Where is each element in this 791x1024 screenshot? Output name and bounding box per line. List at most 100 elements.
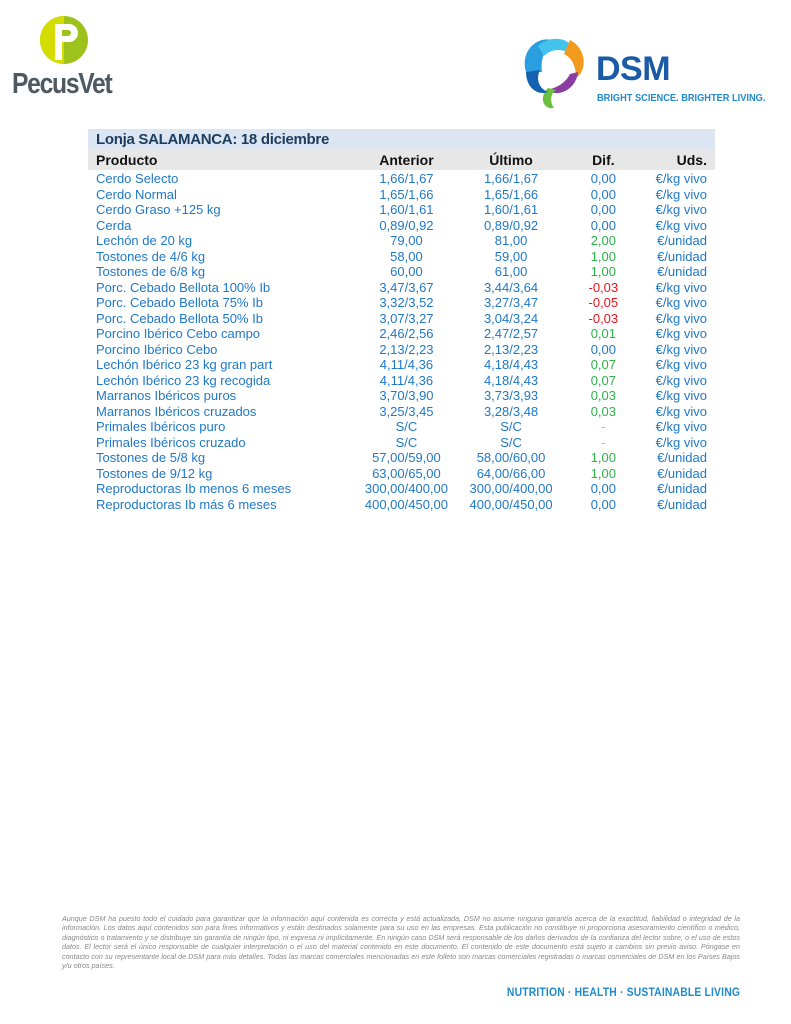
- cell-producto: Marranos Ibéricos puros: [96, 388, 237, 404]
- cell-producto: Primales Ibéricos puro: [96, 419, 226, 435]
- footer-tagline: NUTRITION · HEALTH · SUSTAINABLE LIVING: [506, 987, 740, 999]
- price-table: Lonja SALAMANCA: 18 diciembre Producto A…: [88, 129, 715, 512]
- cell-uds: €/kg vivo: [655, 217, 707, 233]
- table-row: Reproductoras Ib menos 6 meses 300,00/400…: [88, 481, 715, 497]
- cell-producto: Tostones de 5/8 kg: [96, 450, 206, 466]
- cell-anterior: 4,11/4,36: [379, 372, 434, 388]
- table-row: Tostones de 9/12 kg 63,00/65,00 64,00/66,0…: [88, 466, 715, 482]
- cell-anterior: 63,00/65,00: [372, 465, 441, 481]
- cell-uds: €/kg vivo: [655, 171, 707, 187]
- table-row: Porcino Ibérico Cebo 2,13/2,23 2,13/2,23 0,…: [88, 342, 715, 358]
- dsm-tagline: BRIGHT SCIENCE. BRIGHTER LIVING.: [597, 92, 766, 104]
- cell-uds: €/kg vivo: [655, 279, 707, 295]
- cell-uds: €/kg vivo: [655, 419, 707, 435]
- cell-uds: €/unidad: [657, 465, 707, 481]
- cell-dif: 0,00: [590, 202, 616, 218]
- cell-uds: €/unidad: [657, 481, 707, 497]
- cell-producto: Lechón Ibérico 23 kg gran part: [96, 357, 273, 373]
- cell-ultimo: 3,27/3,47: [483, 295, 539, 311]
- cell-ultimo: 3,28/3,48: [483, 403, 539, 419]
- cell-producto: Lechón de 20 kg: [96, 233, 193, 249]
- cell-ultimo: 400,00/450,00: [469, 496, 553, 512]
- cell-uds: €/kg vivo: [655, 202, 707, 218]
- cell-dif: 0,00: [590, 186, 616, 202]
- cell-dif: 0,00: [590, 496, 616, 512]
- cell-ultimo: 4,18/4,43: [483, 357, 539, 373]
- cell-anterior: S/C: [395, 434, 418, 450]
- table-row: Tostones de 6/8 kg 60,00 61,00 1,00 €/unidad: [88, 264, 715, 280]
- cell-ultimo: 3,04/3,24: [483, 310, 539, 326]
- cell-anterior: 300,00/400,00: [364, 481, 448, 497]
- cell-uds: €/kg vivo: [655, 434, 707, 450]
- cell-ultimo: 2,13/2,23: [483, 341, 539, 357]
- cell-anterior: 2,46/2,56: [379, 326, 434, 342]
- cell-dif: -0,03: [588, 279, 619, 295]
- table-title: Lonja SALAMANCA: 18 diciembre: [88, 129, 715, 150]
- cell-ultimo: 2,47/2,57: [483, 326, 539, 342]
- cell-anterior: 4,11/4,36: [379, 357, 434, 373]
- cell-producto: Primales Ibéricos cruzado: [96, 434, 246, 450]
- cell-anterior: 3,70/3,90: [379, 388, 434, 404]
- cell-dif: 1,00: [590, 264, 616, 280]
- cell-ultimo: 0,89/0,92: [483, 217, 539, 233]
- cell-anterior: 1,66/1,67: [379, 171, 434, 187]
- cell-producto: Porc. Cebado Bellota 100% Ib: [96, 279, 271, 295]
- cell-ultimo: 64,00/66,00: [476, 465, 546, 481]
- table-body: Cerdo Selecto 1,66/1,67 1,66/1,67 0,00 €/kg …: [88, 171, 715, 512]
- table-row: Primales Ibéricos puro S/C S/C - €/kg vivo: [88, 419, 715, 435]
- cell-dif: 0,00: [590, 217, 616, 233]
- cell-dif: 1,00: [590, 248, 616, 264]
- cell-ultimo: S/C: [500, 419, 522, 435]
- cell-anterior: 1,60/1,61: [379, 202, 434, 218]
- cell-uds: €/unidad: [657, 450, 707, 466]
- cell-uds: €/unidad: [657, 248, 707, 264]
- cell-producto: Tostones de 4/6 kg: [96, 248, 206, 264]
- cell-producto: Cerdo Selecto: [96, 171, 179, 187]
- header-uds: Uds.: [676, 152, 707, 168]
- table-row: Lechón de 20 kg 79,00 81,00 2,00 €/unidad: [88, 233, 715, 249]
- cell-uds: €/kg vivo: [655, 295, 707, 311]
- cell-dif: 0,07: [590, 357, 616, 373]
- dsm-swirl-icon: [524, 38, 584, 109]
- cell-anterior: S/C: [395, 419, 418, 435]
- table-row: Primales Ibéricos cruzado S/C S/C - €/kg viv…: [88, 435, 715, 451]
- cell-anterior: 3,47/3,67: [379, 279, 434, 295]
- cell-dif: -: [601, 419, 606, 435]
- table-row: Cerdo Normal 1,65/1,66 1,65/1,66 0,00 €/kg v…: [88, 187, 715, 203]
- cell-producto: Lechón Ibérico 23 kg recogida: [96, 372, 271, 388]
- cell-dif: 2,00: [590, 233, 616, 249]
- dsm-logo: DSM BRIGHT SCIENCE. BRIGHTER LIVING.: [518, 32, 768, 112]
- cell-ultimo: 300,00/400,00: [469, 481, 553, 497]
- cell-dif: 1,00: [590, 465, 616, 481]
- table-row: Reproductoras Ib más 6 meses 400,00/450,0…: [88, 497, 715, 513]
- cell-ultimo: S/C: [500, 434, 522, 450]
- cell-producto: Porc. Cebado Bellota 50% Ib: [96, 310, 263, 326]
- cell-ultimo: 4,18/4,43: [483, 372, 539, 388]
- cell-producto: Tostones de 6/8 kg: [96, 264, 206, 280]
- cell-uds: €/kg vivo: [655, 372, 707, 388]
- table-header: Producto Anterior Último Dif. Uds.: [88, 150, 715, 170]
- cell-producto: Reproductoras Ib más 6 meses: [96, 496, 277, 512]
- cell-anterior: 0,89/0,92: [379, 217, 434, 233]
- table-row: Tostones de 4/6 kg 58,00 59,00 1,00 €/unidad: [88, 249, 715, 265]
- header-dif: Dif.: [592, 152, 615, 168]
- cell-anterior: 3,25/3,45: [379, 403, 434, 419]
- cell-anterior: 2,13/2,23: [379, 341, 434, 357]
- cell-producto: Reproductoras Ib menos 6 meses: [96, 481, 292, 497]
- cell-producto: Porcino Ibérico Cebo campo: [96, 326, 261, 342]
- cell-uds: €/kg vivo: [655, 403, 707, 419]
- table-row: Porc. Cebado Bellota 75% Ib 3,32/3,52 3,27…: [88, 295, 715, 311]
- cell-producto: Tostones de 9/12 kg: [96, 465, 213, 481]
- cell-ultimo: 59,00: [494, 248, 528, 264]
- pecusvet-wordmark: PecusVet: [12, 68, 113, 100]
- cell-anterior: 1,65/1,66: [379, 186, 434, 202]
- table-row: Cerdo Graso +125 kg 1,60/1,61 1,60/1,61 0,0…: [88, 202, 715, 218]
- cell-ultimo: 1,66/1,67: [483, 171, 539, 187]
- table-row: Lechón Ibérico 23 kg gran part 4,11/4,36 4…: [88, 357, 715, 373]
- cell-ultimo: 61,00: [494, 264, 528, 280]
- cell-anterior: 3,07/3,27: [379, 310, 434, 326]
- table-row: Lechón Ibérico 23 kg recogida 4,11/4,36 4,…: [88, 373, 715, 389]
- cell-uds: €/kg vivo: [655, 326, 707, 342]
- cell-ultimo: 3,73/3,93: [483, 388, 539, 404]
- cell-ultimo: 81,00: [494, 233, 528, 249]
